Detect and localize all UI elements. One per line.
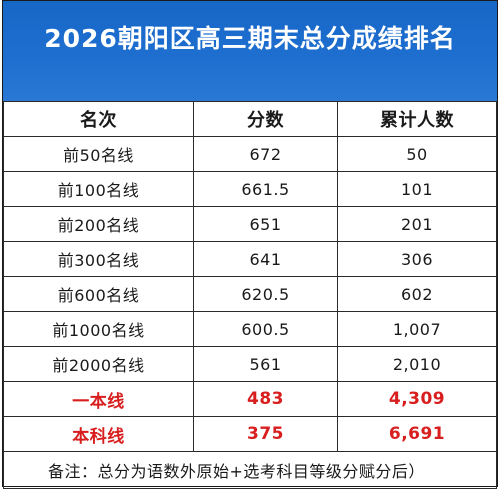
note-row: 备注：总分为语数外原始+选考科目等级分赋分后） [3, 451, 497, 489]
table-row: 前1000名线 600.5 1,007 [3, 311, 497, 347]
score-cell: 483 [193, 381, 338, 417]
table-row: 前600名线 620.5 602 [3, 276, 497, 312]
rank-cell: 前600名线 [3, 276, 194, 312]
count-cell: 306 [337, 241, 497, 277]
table-row: 前2000名线 561 2,010 [3, 346, 497, 382]
score-cell: 641 [193, 241, 338, 277]
score-cell: 600.5 [193, 311, 338, 347]
header-count: 累计人数 [337, 101, 497, 137]
header-rank: 名次 [3, 101, 194, 137]
score-cell: 620.5 [193, 276, 338, 312]
table-row-first-tier-line: 一本线 483 4,309 [3, 381, 497, 417]
rank-cell: 本科线 [3, 416, 194, 452]
count-cell: 602 [337, 276, 497, 312]
rank-cell: 一本线 [3, 381, 194, 417]
count-cell: 201 [337, 206, 497, 242]
score-cell: 375 [193, 416, 338, 452]
score-cell: 651 [193, 206, 338, 242]
count-cell: 2,010 [337, 346, 497, 382]
rank-cell: 前100名线 [3, 171, 194, 207]
rank-cell: 前200名线 [3, 206, 194, 242]
footnote: 备注：总分为语数外原始+选考科目等级分赋分后） [3, 451, 497, 489]
score-cell: 561 [193, 346, 338, 382]
score-cell: 661.5 [193, 171, 338, 207]
page-title: 2026朝阳区高三期末总分成绩排名 [44, 24, 456, 53]
table-row: 前50名线 672 50 [3, 136, 497, 172]
table-header-row: 名次 分数 累计人数 [3, 101, 497, 137]
rank-cell: 前300名线 [3, 241, 194, 277]
table-row: 前300名线 641 306 [3, 241, 497, 277]
count-cell: 6,691 [337, 416, 497, 452]
table-row-undergrad-line: 本科线 375 6,691 [3, 416, 497, 452]
rank-cell: 前1000名线 [3, 311, 194, 347]
table-row: 前200名线 651 201 [3, 206, 497, 242]
header-score: 分数 [193, 101, 338, 137]
count-cell: 1,007 [337, 311, 497, 347]
count-cell: 101 [337, 171, 497, 207]
count-cell: 4,309 [337, 381, 497, 417]
ranking-table: 名次 分数 累计人数 前50名线 672 50 前100名线 661.5 101… [3, 101, 497, 489]
rank-cell: 前2000名线 [3, 346, 194, 382]
count-cell: 50 [337, 136, 497, 172]
score-cell: 672 [193, 136, 338, 172]
title-banner: 2026朝阳区高三期末总分成绩排名 [3, 1, 497, 101]
table-row: 前100名线 661.5 101 [3, 171, 497, 207]
rank-cell: 前50名线 [3, 136, 194, 172]
